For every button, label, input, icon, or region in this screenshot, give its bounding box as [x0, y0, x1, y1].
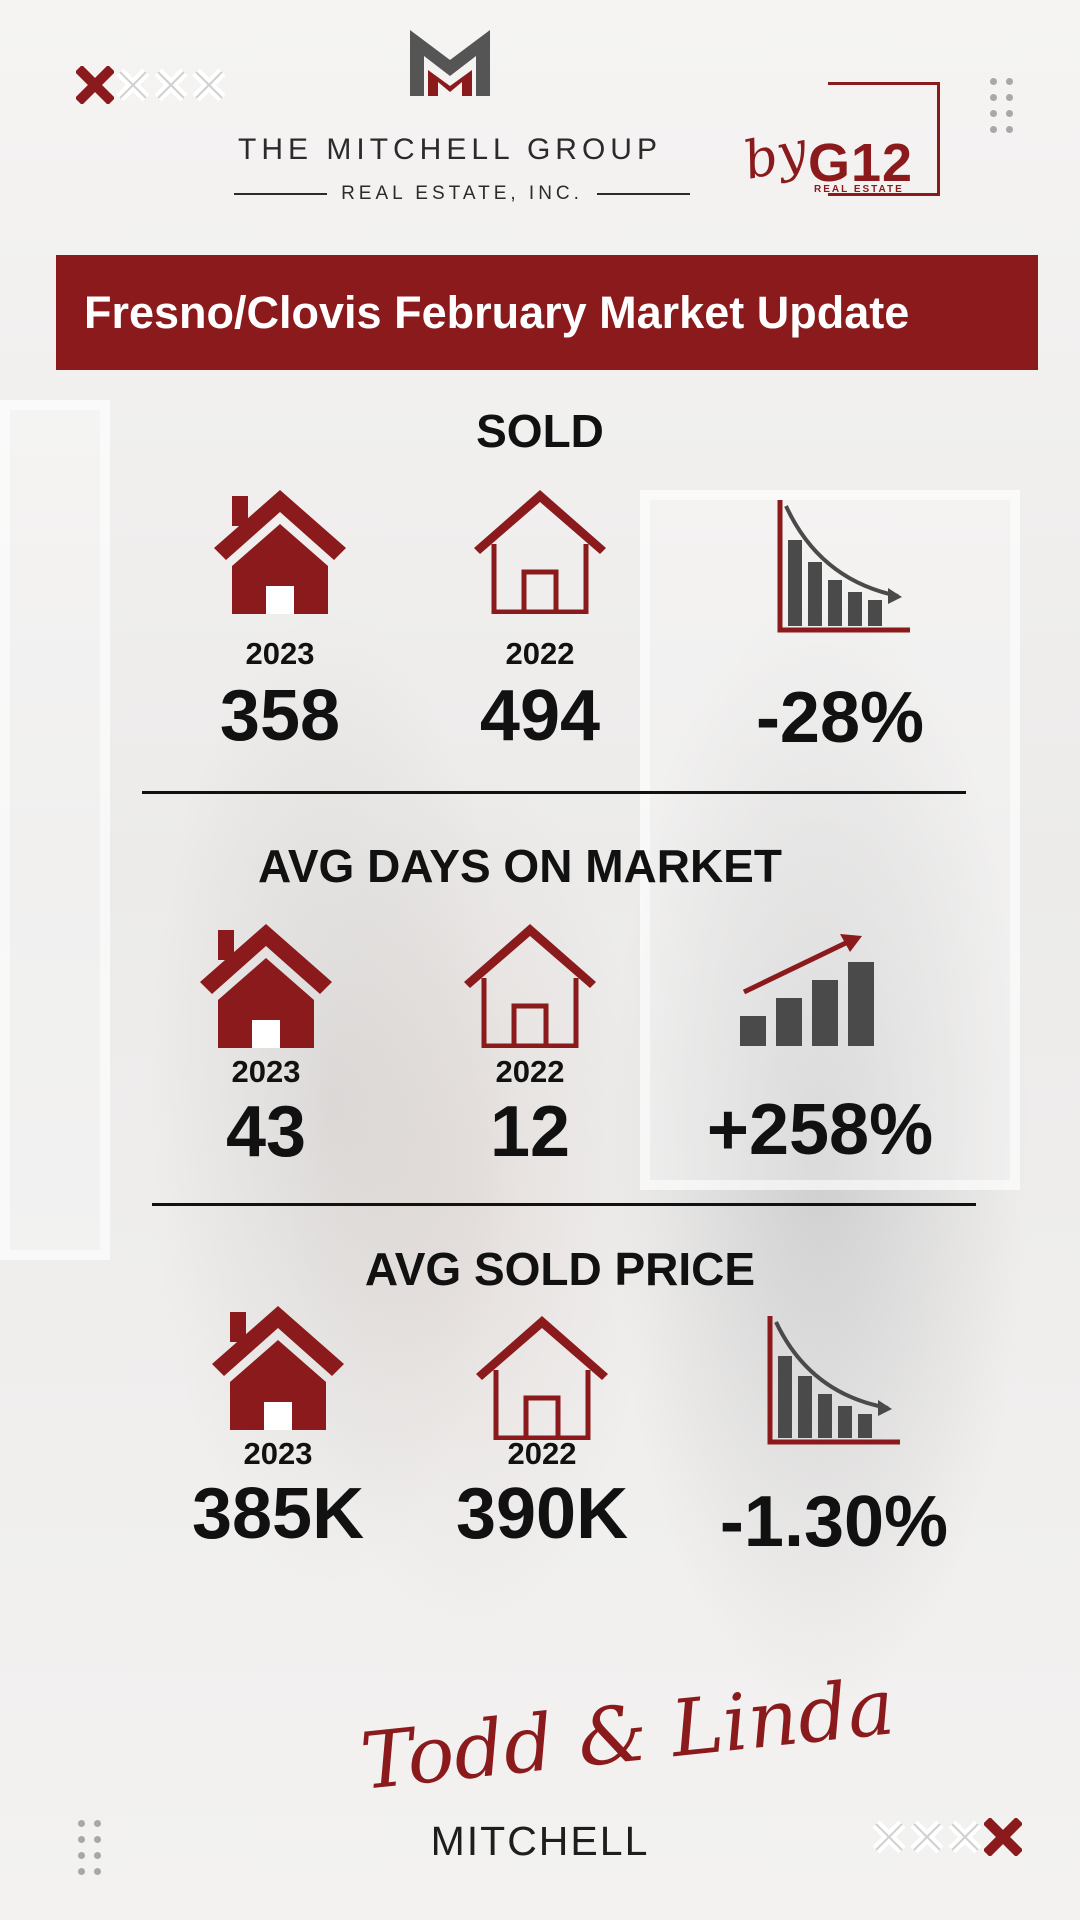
declining-bar-chart-icon [777, 500, 910, 633]
brand-subtitle: REAL ESTATE, INC. [341, 183, 583, 204]
stat-value: 358 [219, 676, 341, 756]
partner-logo-name: G12 [808, 133, 914, 193]
decorative-x-marks-top-left [76, 66, 228, 104]
year-label: 2023 [245, 636, 315, 671]
divider [234, 193, 328, 195]
x-mark-icon [116, 68, 150, 102]
stat-change-value: -1.30% [719, 1482, 949, 1562]
dot-grid-icon [990, 78, 1013, 133]
section-divider [152, 1203, 976, 1206]
year-label: 2022 [505, 636, 575, 671]
window-left [0, 400, 110, 1260]
dot-grid-icon [78, 1820, 101, 1875]
section-title-sold-price: AVG SOLD PRICE [364, 1243, 756, 1295]
x-mark-icon [154, 68, 188, 102]
stat-value: 390K [455, 1474, 629, 1554]
partner-logo-frame [828, 82, 940, 196]
stat-price-2022: 2022 390K [432, 1310, 652, 1550]
x-mark-icon [910, 1820, 944, 1854]
x-mark-icon [872, 1820, 906, 1854]
outline-house-icon [464, 924, 596, 1048]
outline-house-icon [476, 1316, 608, 1440]
stat-value: 12 [489, 1092, 571, 1172]
stat-sold-2022: 2022 494 [430, 484, 650, 752]
year-label: 2022 [495, 1054, 565, 1089]
m-logo-icon [410, 30, 490, 96]
stat-value: 385K [191, 1474, 365, 1554]
filled-house-icon [200, 924, 332, 1048]
agent-surname: MITCHELL [430, 1818, 650, 1864]
x-mark-icon [948, 1820, 982, 1854]
partner-logo-subtitle: REAL ESTATE [814, 184, 904, 195]
divider [596, 193, 691, 195]
declining-bar-chart-icon [767, 1316, 900, 1445]
year-label: 2023 [231, 1054, 301, 1089]
filled-house-icon [214, 490, 346, 614]
stat-sold-2023: 2023 358 [170, 484, 390, 752]
stat-value: 43 [225, 1092, 307, 1172]
year-label: 2022 [507, 1436, 577, 1471]
outline-house-icon [474, 490, 606, 614]
x-mark-icon [192, 68, 226, 102]
stat-dom-2022: 2022 12 [420, 918, 640, 1168]
year-label: 2023 [243, 1436, 313, 1471]
brand-subtitle-row: REAL ESTATE, INC. [234, 180, 691, 208]
filled-house-icon [212, 1306, 344, 1430]
decorative-x-marks-bottom-right [870, 1818, 1022, 1856]
stat-dom-2023: 2023 43 [156, 918, 376, 1168]
section-title-sold: SOLD [476, 405, 604, 457]
brand-name: THE MITCHELL GROUP [238, 133, 662, 166]
title-banner: Fresno/Clovis February Market Update [56, 255, 1038, 370]
stat-sold-change: -28% [720, 500, 960, 754]
stat-dom-change: +258% [690, 932, 950, 1166]
section-divider [142, 791, 966, 794]
page-title: Fresno/Clovis February Market Update [84, 286, 910, 338]
stat-change-value: +258% [706, 1090, 934, 1170]
x-mark-icon [984, 1818, 1022, 1856]
stat-value: 494 [479, 676, 601, 756]
stat-price-2023: 2023 385K [168, 1300, 388, 1550]
stat-change-value: -28% [755, 678, 925, 758]
partner-prefix: by [738, 120, 813, 192]
rising-bar-chart-icon [740, 934, 874, 1046]
stat-price-change: -1.30% [704, 1316, 964, 1558]
x-mark-icon [76, 66, 114, 104]
section-title-days-on-market: AVG DAYS ON MARKET [258, 840, 782, 892]
